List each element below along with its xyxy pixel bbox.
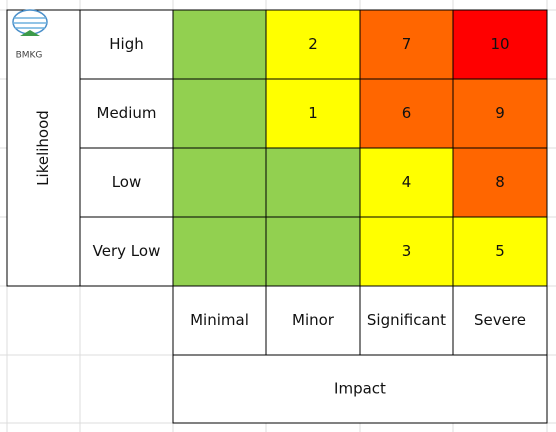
risk-cell <box>359 147 454 218</box>
column-label-cell <box>452 285 548 356</box>
risk-cell <box>265 78 361 149</box>
row-label-cell <box>79 147 174 218</box>
risk-score: 7 <box>402 35 412 53</box>
risk-score: 5 <box>495 242 505 260</box>
row-label: Medium <box>97 104 157 122</box>
column-label: Minimal <box>190 311 249 329</box>
risk-score: 10 <box>490 35 509 53</box>
risk-cell <box>452 9 548 80</box>
row-label-cell <box>79 216 174 287</box>
cells: Likelihood High 2 7 10 Medium 1 6 9 Low 4 8 Very Low… <box>6 9 548 424</box>
risk-score: 8 <box>495 173 505 191</box>
logo: BMKG <box>12 9 48 61</box>
column-label-cell <box>172 285 267 356</box>
risk-score: 9 <box>495 104 505 122</box>
logo-text: BMKG <box>16 51 43 61</box>
risk-cell <box>265 9 361 80</box>
logo-lines <box>13 17 47 29</box>
risk-cell <box>452 147 548 218</box>
column-label: Significant <box>367 311 446 329</box>
risk-score: 2 <box>308 35 318 53</box>
risk-cell <box>452 78 548 149</box>
row-label-cell <box>79 78 174 149</box>
y-axis-title: Likelihood <box>34 110 52 186</box>
logo-leaf <box>20 30 40 36</box>
risk-cell <box>452 216 548 287</box>
risk-score: 6 <box>402 104 412 122</box>
row-label: High <box>109 35 143 53</box>
risk-cell <box>265 216 361 287</box>
risk-cell <box>172 216 267 287</box>
x-axis-title-cell <box>172 354 548 424</box>
risk-cell <box>172 78 267 149</box>
column-label: Minor <box>292 311 335 329</box>
column-label: Severe <box>474 311 526 329</box>
row-label: Very Low <box>93 242 161 260</box>
risk-cell <box>172 9 267 80</box>
risk-score: 4 <box>402 173 412 191</box>
risk-cell <box>172 147 267 218</box>
x-axis-title: Impact <box>334 380 386 398</box>
risk-score: 1 <box>308 104 318 122</box>
row-label: Low <box>112 173 142 191</box>
risk-score: 3 <box>402 242 412 260</box>
risk-cell <box>265 147 361 218</box>
risk-cell <box>359 78 454 149</box>
